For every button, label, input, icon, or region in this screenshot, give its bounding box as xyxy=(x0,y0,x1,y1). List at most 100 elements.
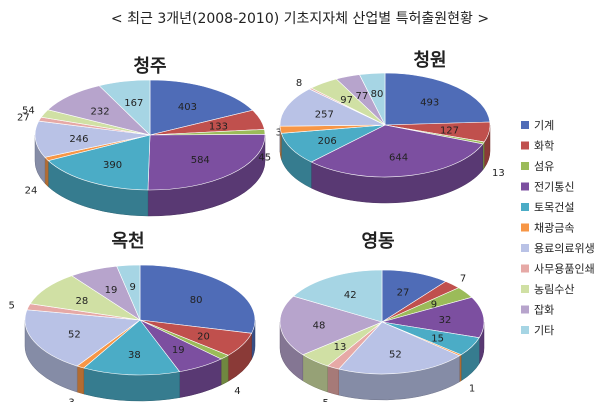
data-label: 133 xyxy=(209,121,228,132)
pie-title: 옥천 xyxy=(111,231,144,252)
pie-slice-기타 xyxy=(292,269,383,323)
pie-slice-토목건설 xyxy=(83,319,181,376)
legend-swatch xyxy=(521,326,529,334)
pie-side-7 xyxy=(327,365,339,396)
pie-slice-기타 xyxy=(98,79,151,136)
pie-slice-용료의료위생 xyxy=(24,309,141,367)
pie-slice-전기통신 xyxy=(381,296,485,339)
pie-slice-전기통신 xyxy=(310,124,484,178)
data-label: 3 xyxy=(68,398,74,402)
legend-item: 토목건설 xyxy=(534,201,574,214)
legend-swatch xyxy=(521,182,529,191)
data-label: 32 xyxy=(439,315,452,326)
data-label: 48 xyxy=(313,321,326,332)
data-label: 257 xyxy=(315,109,334,120)
data-label: 5 xyxy=(8,300,14,311)
legend-item: 화학 xyxy=(534,140,554,153)
legend-item: 농림수산 xyxy=(534,283,574,296)
legend-swatch xyxy=(521,264,529,273)
pie-slice-전기통신 xyxy=(147,134,266,191)
pie-slice-토목건설 xyxy=(47,134,151,191)
legend-item: 용료의료위생 xyxy=(534,242,595,255)
data-label: 13 xyxy=(334,342,347,353)
data-label: 403 xyxy=(178,102,197,113)
data-label: 232 xyxy=(91,107,110,118)
data-label: 5 xyxy=(323,398,329,402)
legend-swatch xyxy=(521,285,529,293)
data-label: 97 xyxy=(340,95,353,106)
pie-title: 청주 xyxy=(133,56,166,77)
data-label: 38 xyxy=(128,350,141,361)
legend-item: 기타 xyxy=(534,324,554,337)
data-label: 52 xyxy=(389,350,402,361)
data-label: 19 xyxy=(105,285,118,296)
legend-swatch xyxy=(521,244,529,252)
data-label: 493 xyxy=(420,98,439,109)
data-label: 644 xyxy=(389,153,408,164)
pie-slice-기계 xyxy=(381,269,447,323)
legend-swatch xyxy=(521,305,529,314)
pie-slice-잡화 xyxy=(279,295,383,356)
data-label: 28 xyxy=(76,296,89,307)
pie-slice-농림수산 xyxy=(29,275,141,321)
data-label: 1 xyxy=(469,383,475,394)
legend-item: 전기통신 xyxy=(534,181,574,194)
data-label: 584 xyxy=(191,155,210,166)
data-label: 20 xyxy=(197,331,210,342)
legend-item: 기계 xyxy=(534,119,554,132)
data-label: 390 xyxy=(103,160,122,171)
pie-chart-1: 40313333584390242462754232167청주 xyxy=(17,56,288,217)
data-label: 42 xyxy=(344,290,357,301)
pie-slice-용료의료위생 xyxy=(279,88,386,127)
data-label: 80 xyxy=(190,295,203,306)
pie-chart-2: 493 127 13 644 206 45 257 8 97 77 80 청원 xyxy=(258,50,505,204)
data-label: 15 xyxy=(431,333,444,344)
pie-side-5 xyxy=(76,365,85,395)
data-label: 24 xyxy=(25,185,38,196)
legend-item: 섬유 xyxy=(534,160,554,173)
data-label: 54 xyxy=(22,106,35,117)
pie-title: 청원 xyxy=(413,50,446,71)
pie-title: 영동 xyxy=(361,231,394,252)
data-label: 19 xyxy=(172,345,185,356)
data-label: 9 xyxy=(431,300,437,311)
data-label: 77 xyxy=(355,91,368,102)
data-label: 45 xyxy=(258,153,271,164)
data-label: 206 xyxy=(318,136,337,147)
pie-chart-3: 80 20 4 19 38 3 52 5 28 19 9 옥천 xyxy=(8,231,256,402)
pie-slice-기타 xyxy=(359,72,386,126)
data-label: 27 xyxy=(397,288,410,299)
pie-side-2 xyxy=(220,354,229,386)
data-label: 8 xyxy=(296,78,302,89)
pie-slice-용료의료위생 xyxy=(34,120,151,158)
pie-slice-기계 xyxy=(384,72,491,126)
chart-title: < 최근 3개년(2008-2010) 기초지자체 산업별 특허출원현황 > xyxy=(110,11,490,27)
legend-swatch xyxy=(521,223,529,232)
pie-slice-기타 xyxy=(116,264,141,321)
data-label: 4 xyxy=(234,386,240,397)
data-label: 7 xyxy=(460,274,466,285)
legend-swatch xyxy=(521,141,529,150)
data-label: 246 xyxy=(69,134,88,145)
pie-side-5 xyxy=(44,156,49,188)
pie-chart-4: 27 7 932 15 1 52 5 13 48 42 영동 xyxy=(279,231,485,402)
legend-swatch xyxy=(521,162,529,170)
data-label: 9 xyxy=(130,282,136,293)
legend-item: 잡화 xyxy=(534,304,554,317)
pie-slice-기계 xyxy=(149,79,254,136)
pie-slice-용료의료위생 xyxy=(338,321,461,375)
data-label: 27 xyxy=(17,112,30,123)
legend-swatch xyxy=(521,203,529,211)
data-label: 52 xyxy=(68,329,81,340)
pie-slice-잡화 xyxy=(47,85,152,136)
data-label: 13 xyxy=(492,168,505,179)
pie-slice-기계 xyxy=(139,264,256,334)
legend-item: 사무용품인쇄 xyxy=(534,263,595,276)
data-label: 127 xyxy=(440,125,459,136)
legend-item: 채광금속 xyxy=(534,222,574,235)
legend-swatch xyxy=(521,121,529,129)
data-label: 167 xyxy=(124,98,143,109)
data-label: 80 xyxy=(371,89,384,100)
